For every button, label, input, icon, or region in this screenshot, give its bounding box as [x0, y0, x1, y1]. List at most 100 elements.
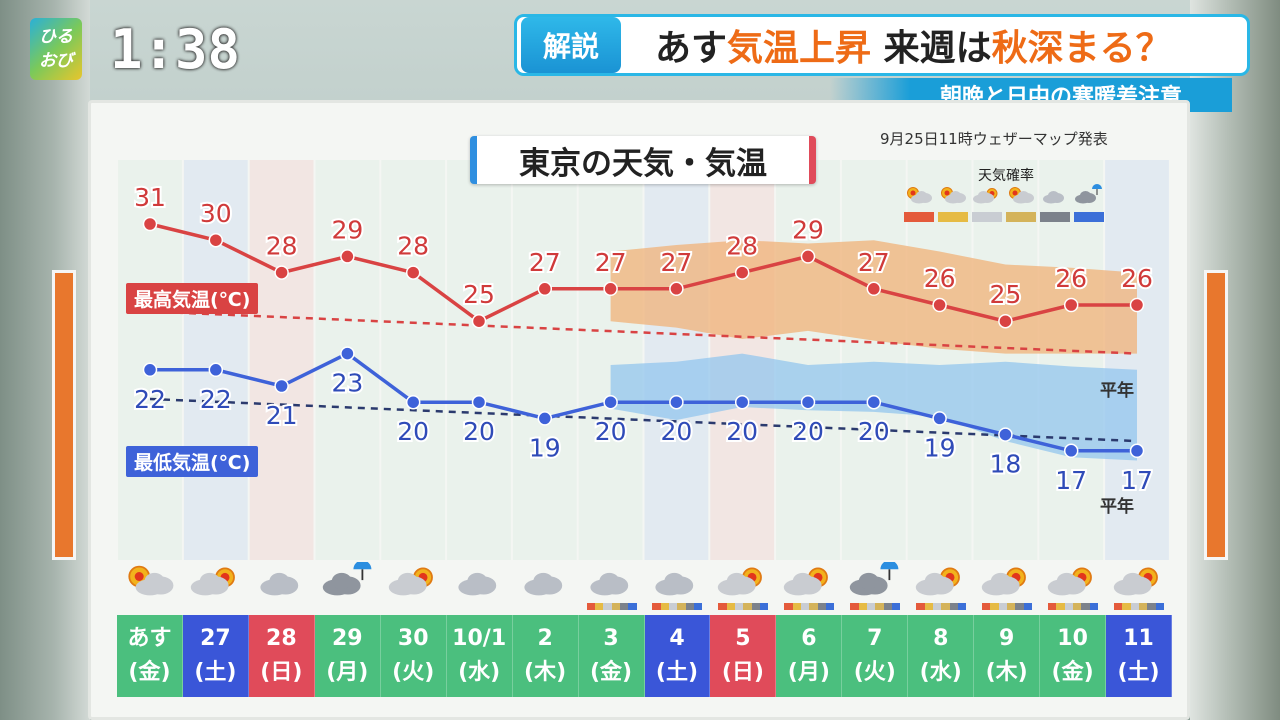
high-temp-line: [149, 222, 1137, 324]
day-date: 6: [801, 626, 817, 651]
probability-bar: [916, 603, 967, 610]
weather-icons-row: [117, 562, 1172, 610]
high-temp-point-7: [603, 281, 618, 297]
legend-icon-2: [973, 188, 998, 204]
day-cell-11: 7 (火): [842, 615, 909, 697]
high-temp-label-4: 28: [397, 232, 429, 261]
low-temp-label-5: 20: [463, 417, 495, 446]
day-weekday: (木): [985, 660, 1028, 685]
low-temp-point-7: [603, 394, 618, 410]
normal-lines: [149, 310, 1138, 443]
cloud-sun-icon: [784, 567, 829, 596]
legend-swatch-1: [938, 212, 968, 222]
cloud-sun-icon: [718, 567, 763, 596]
day-date: あす: [127, 626, 172, 651]
weather-cell-0: [117, 562, 183, 610]
low-temp-point-12: [932, 411, 947, 426]
probability-bar: [718, 603, 769, 610]
high-temp-point-11: [866, 281, 882, 297]
low-temp-point-14: [1063, 443, 1079, 459]
day-date: 27: [200, 626, 231, 651]
day-weekday: (土): [1117, 660, 1160, 685]
low-temp-label-3: 23: [331, 369, 363, 398]
legend-swatch-5: [1074, 212, 1104, 222]
column-bg-13: [973, 160, 1038, 560]
legend-swatch-4: [1040, 212, 1070, 222]
day-cell-4: 30 (火): [380, 615, 447, 697]
low-temp-point-2: [274, 378, 289, 394]
legend-icon-4: [1043, 191, 1064, 204]
weather-cell-8: [645, 562, 711, 610]
weather-cell-1: [183, 562, 249, 610]
high-temp-label-7: 27: [595, 248, 627, 277]
day-date: 3: [603, 626, 619, 651]
day-cell-2: 28 (日): [248, 615, 315, 697]
day-weekday: (火): [853, 660, 896, 685]
series-value-labels: 31 30 28 29 28 25 27 27 27 28 29 27 26 25 26 26 22 22 21 23…: [132, 181, 1155, 497]
day-date: 30: [397, 626, 429, 651]
low-temp-point-11: [866, 394, 882, 410]
high-temp-point-12: [932, 297, 947, 313]
legend-swatch-3: [1006, 212, 1036, 222]
headline-banner: 解説 あす気温上昇 来週は秋深まる？: [514, 14, 1250, 76]
cloud-sun-icon: [190, 567, 235, 596]
high-temp-label-5: 25: [463, 280, 495, 309]
high-temp-point-1: [208, 232, 224, 248]
column-bg-12: [907, 160, 972, 560]
day-cell-7: 3 (金): [578, 615, 645, 697]
day-cell-9: 5 (日): [710, 615, 777, 697]
column-bg-10: [776, 160, 840, 560]
probability-bar: [850, 603, 901, 610]
probability-legend: [904, 184, 1104, 222]
cloud-rain-icon: [850, 562, 899, 596]
weather-cell-4: [381, 562, 447, 610]
low-temp-label-8: 20: [660, 417, 692, 446]
day-date: 10: [1057, 626, 1088, 651]
headline-title: あす気温上昇 来週は秋深まる？: [655, 19, 1172, 71]
high-temp-label-8: 27: [660, 248, 692, 277]
headline-part-2: 気温上昇: [727, 28, 872, 69]
high-temp-label-3: 29: [331, 215, 363, 244]
day-weekday: (日): [721, 660, 764, 685]
low-temp-label-4: 20: [397, 417, 429, 446]
low-temp-label: 最低気温(℃): [126, 446, 259, 477]
weather-cell-13: [974, 562, 1040, 610]
low-temp-label-13: 18: [989, 450, 1021, 479]
day-weekday: (月): [787, 660, 830, 685]
probability-bar: [1114, 603, 1164, 610]
high-temp-label-14: 26: [1055, 264, 1087, 293]
low-temp-point-5: [471, 394, 487, 410]
low-temp-label-1: 22: [200, 385, 232, 414]
issued-note: 9月25日11時ウェザーマップ発表: [880, 130, 1108, 148]
sun-cloud-icon: [128, 565, 174, 596]
day-weekday: (土): [194, 660, 237, 685]
low-temp-point-3: [340, 346, 355, 361]
probability-legend-title: 天気確率: [978, 168, 1034, 184]
weather-cell-14: [1040, 562, 1106, 610]
day-cell-1: 27 (土): [182, 615, 249, 697]
high-temp-label-12: 26: [924, 264, 956, 293]
cloud-sun-icon: [1113, 567, 1158, 596]
day-date: 10/1: [452, 626, 507, 651]
day-cell-12: 8 (水): [908, 615, 975, 697]
day-weekday: (水): [458, 660, 501, 685]
low-temp-label-11: 20: [858, 417, 890, 446]
day-date: 29: [331, 626, 363, 651]
low-temp-label-7: 20: [595, 417, 627, 446]
high-temp-point-8: [669, 281, 684, 297]
day-date: 2: [537, 626, 553, 651]
day-weekday: (金): [128, 660, 171, 685]
high-temp-label-10: 29: [792, 215, 824, 244]
probability-bar: [982, 603, 1033, 610]
normal-low-label: 平年: [1100, 497, 1134, 517]
cloud-icon: [260, 572, 299, 596]
high-temp-point-15: [1129, 297, 1145, 313]
low-temp-point-10: [800, 394, 816, 410]
day-date: 11: [1123, 626, 1154, 651]
headline-part-3: 来週は: [871, 28, 992, 69]
cloud-icon: [589, 572, 628, 596]
weather-cell-15: [1106, 562, 1172, 610]
cloud-icon: [458, 572, 496, 596]
weather-cell-11: [842, 562, 908, 610]
day-cell-8: 4 (土): [644, 615, 711, 697]
